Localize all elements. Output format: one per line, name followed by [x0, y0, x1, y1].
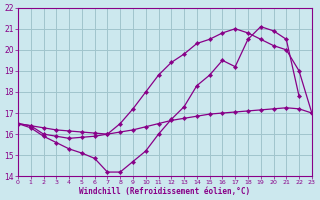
X-axis label: Windchill (Refroidissement éolien,°C): Windchill (Refroidissement éolien,°C) [79, 187, 251, 196]
